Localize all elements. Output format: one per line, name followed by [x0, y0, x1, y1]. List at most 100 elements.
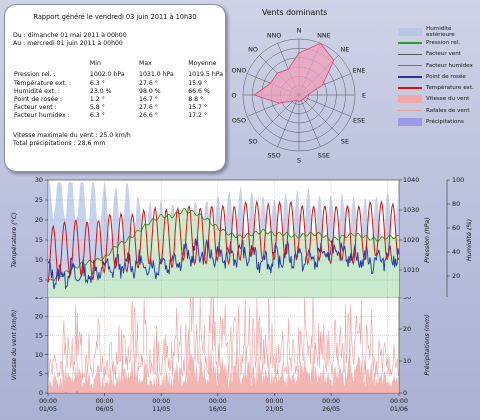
row-avg: 1019.5 hPa: [188, 71, 223, 79]
row-label: Facteur humidex :: [14, 112, 70, 120]
tick-label-left: 10: [35, 351, 43, 359]
tick-label-x-date: 26/05: [322, 406, 340, 413]
row-label: Pression rel. :: [14, 71, 56, 79]
row-label: Facteur vent :: [14, 104, 57, 112]
stats-row: Humidité ext. : 23.0 % 98.0 % 66.6 %: [12, 88, 225, 96]
legend-swatch: [398, 118, 422, 127]
precipitation-bar: [64, 391, 67, 393]
legend-label: Rafales de vent: [426, 107, 470, 114]
windrose-chart: N NNE NE ENE E ESE SE SSE S SSO SO OSO O ONO NO NNO: [231, 27, 366, 165]
windrose-direction-label: E: [362, 92, 366, 100]
legend-label: Point de rosée: [426, 73, 466, 80]
legend-label: Facteur humidex: [426, 62, 473, 69]
tick-label-left: 15: [35, 332, 43, 340]
tick-label-precip: 20: [403, 325, 411, 333]
legend-swatch: [398, 95, 422, 104]
row-avg: 8.8 °: [188, 95, 204, 103]
tick-label-precip: 30: [403, 297, 411, 301]
tick-label-left: 20: [35, 216, 43, 224]
row-avg: 17.2 °: [188, 112, 208, 120]
row-avg: 66.6 %: [188, 87, 210, 95]
windrose-direction-label: S: [297, 157, 301, 165]
row-label: Point de rosée :: [14, 95, 63, 103]
tick-label-left: 0: [39, 389, 43, 397]
row-max: 26.6 °: [139, 112, 158, 120]
tick-label-left: 25: [35, 196, 43, 204]
row-avg: 15.9 °: [188, 79, 208, 87]
header-blank: [12, 60, 88, 68]
ylabel-pressure: Pression (hPa): [423, 217, 431, 263]
stats-row: Pression rel. : 1002.0 hPa 1031.0 hPa 1019.…: [12, 71, 225, 79]
row-min: 6.3 °: [89, 112, 105, 120]
tick-label-left: 5: [39, 276, 43, 284]
row-max: 27.6 °: [139, 79, 158, 87]
legend-label: Température ext.: [426, 85, 474, 92]
temperature-line: [47, 199, 400, 283]
windrose-direction-label: ESE: [353, 116, 365, 124]
precipitation-bar: [53, 392, 56, 393]
header-min: Min: [89, 60, 101, 68]
tick-label-x-time: 00:00: [152, 398, 170, 405]
legend-item: Température ext.: [398, 82, 478, 93]
legend-swatch: [398, 50, 422, 58]
tick-label-x-time: 00:00: [96, 398, 114, 405]
legend-label: Vitesse du vent: [426, 96, 470, 103]
tick-label-x-date: 01/05: [39, 406, 57, 413]
stats-row: Facteur vent : 5.8 ° 27.6 ° 15.7 °: [12, 104, 225, 112]
legend-label: Précipitations: [426, 119, 464, 126]
tick-label-humidity: 40: [452, 248, 460, 256]
legend-item: Précipitations: [398, 116, 478, 127]
precipitation-bar: [76, 391, 78, 393]
windrose-title: Vents dominants: [262, 8, 328, 17]
legend-item: Facteur humidex: [398, 60, 478, 71]
row-max: 98.0 %: [139, 87, 161, 95]
windrose-polygon: [253, 42, 335, 104]
windrose-direction-label: O: [231, 92, 236, 100]
windrose-spoke: [298, 94, 339, 135]
row-min: 23.0 %: [89, 87, 112, 95]
legend-label: Pression rel.: [426, 39, 460, 46]
legend-label: Humidité extérieure: [426, 25, 455, 38]
row-min: 1002.0 hPa: [89, 71, 125, 79]
legend-swatch: [398, 84, 422, 92]
tick-label-precip: 10: [403, 357, 411, 365]
total-precip-text: Total précipitations : 28,6 mm: [13, 139, 106, 147]
tick-label-x-date: 01/06: [390, 406, 408, 413]
stats-row: Température ext. : 6.3 ° 27.6 ° 15.9 °: [12, 79, 225, 87]
windrose-direction-label: NNO: [267, 31, 282, 39]
tick-label-humidity: 20: [452, 272, 460, 280]
stats-row: Point de rosée : 1.2 ° 16.7 ° 8.8 °: [12, 96, 225, 104]
tick-label-humidity: 60: [452, 224, 460, 232]
tick-label-left: 0: [39, 296, 43, 297]
stats-table: Min Max Moyenne Pression rel. : 1002.0 hP…: [12, 60, 225, 120]
tick-label-left: 20: [35, 312, 43, 320]
tick-label-pressure: 1010: [403, 266, 419, 274]
windrose-spoke: [277, 94, 300, 147]
tick-label-x-date: 06/05: [96, 406, 114, 413]
temperature-pressure-humidity-chart: 0 5 10 15 20 25 30 1000 1010 1020 1030 1040 0 20 40 60 8…: [10, 176, 473, 297]
stats-row: Facteur humidex : 6.3 ° 26.6 ° 17.2 °: [12, 112, 225, 120]
tick-label-precip: 0: [403, 389, 407, 397]
windrose-direction-label: ONO: [232, 67, 247, 75]
max-wind-text: Vitesse maximale du vent : 25.0 km/h: [13, 132, 131, 139]
tick-label-pressure: 1000: [403, 296, 419, 297]
period-to: Au : mercredi 01 juin 2011 à 00h00: [13, 39, 123, 47]
windrose-direction-label: SO: [248, 137, 257, 145]
tick-label-pressure: 1040: [403, 176, 419, 184]
tick-label-left: 30: [35, 176, 43, 184]
windrose-direction-label: NE: [341, 46, 350, 54]
tick-label-humidity: 100: [452, 176, 464, 184]
wind-precipitation-chart: 0510152025010203000:0001/0500:0006/0500:…: [10, 297, 431, 413]
header-avg: Moyenne: [188, 60, 217, 68]
legend-item: Humidité extérieure: [398, 25, 478, 38]
stats-header-row: Min Max Moyenne: [12, 60, 225, 68]
legend-item: Pression rel.: [398, 37, 478, 48]
row-label: Température ext. :: [14, 79, 71, 87]
report-summary-panel: Rapport généré le vendredi 03 juin 2011 …: [4, 4, 226, 172]
row-min: 1.2 °: [89, 95, 105, 103]
windrose-spoke: [298, 94, 321, 147]
legend-label: Facteur vent: [426, 51, 461, 58]
legend-swatch: [398, 39, 422, 47]
windrose-spoke: [259, 94, 300, 135]
tick-label-x-date: 16/05: [209, 406, 227, 413]
